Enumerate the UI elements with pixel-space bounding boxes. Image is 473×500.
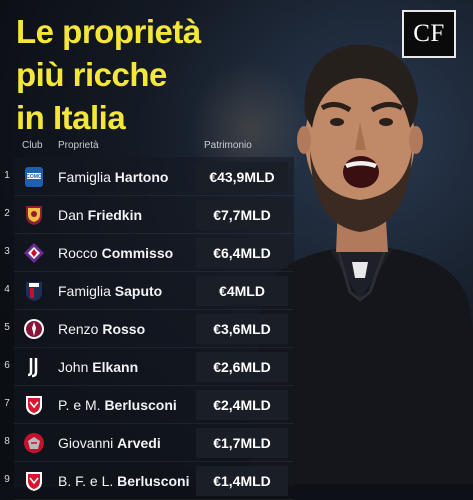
title-line-3: in Italia — [16, 99, 126, 136]
owner-name: Dan Friedkin — [58, 207, 142, 223]
wealth-value: €1,4MLD — [196, 466, 288, 496]
header-owner: Proprietà — [58, 140, 99, 151]
page-title: Le proprietà più ricche in Italia — [16, 10, 201, 139]
rank-number: 7 — [4, 398, 10, 409]
como-badge-icon: COMO — [25, 167, 43, 187]
owner-name: Famiglia Saputo — [58, 283, 162, 299]
bologna-badge-icon — [26, 282, 42, 301]
owner-name: P. e M. Berlusconi — [58, 397, 177, 413]
owner-last-name: Hartono — [114, 169, 169, 185]
owner-last-name: Friedkin — [87, 207, 143, 223]
owner-last-name: Berlusconi — [117, 473, 190, 489]
wealth-value: €2,6MLD — [196, 352, 288, 382]
owner-last-name: Berlusconi — [104, 397, 177, 413]
rank-number: 9 — [4, 474, 10, 485]
owner-first-name: Renzo — [58, 321, 99, 337]
table-row: 3 Rocco Commisso €6,4MLD — [0, 234, 300, 272]
rank-number: 4 — [4, 284, 10, 295]
owner-first-name: Dan — [58, 207, 84, 223]
wealth-value: €1,7MLD — [196, 428, 288, 458]
title-line-2: più ricche — [16, 56, 167, 93]
table-row: 5 Renzo Rosso €3,6MLD — [0, 310, 300, 348]
table-row: 2 Dan Friedkin €7,7MLD — [0, 196, 300, 234]
owner-name: Famiglia Hartono — [58, 169, 168, 185]
wealth-value: €6,4MLD — [196, 238, 288, 268]
row-divider — [14, 233, 294, 234]
owner-name: Renzo Rosso — [58, 321, 145, 337]
wealth-value: €4MLD — [196, 276, 288, 306]
rank-number: 1 — [4, 170, 10, 181]
monza-badge-icon — [26, 396, 42, 415]
wealth-value: €7,7MLD — [196, 200, 288, 230]
wealth-value: €3,6MLD — [196, 314, 288, 344]
owner-first-name: Giovanni — [58, 435, 114, 451]
table-row: 7 P. e M. Berlusconi €2,4MLD — [0, 386, 300, 424]
row-divider — [14, 309, 294, 310]
owner-first-name: P. e M. — [58, 397, 101, 413]
row-divider — [14, 271, 294, 272]
owner-first-name: B. F. e L. — [58, 473, 114, 489]
owner-name: John Elkann — [58, 359, 138, 375]
owner-first-name: Famiglia — [58, 283, 111, 299]
table-row: 4 Famiglia Saputo €4MLD — [0, 272, 300, 310]
torino-badge-icon — [24, 319, 44, 339]
owner-first-name: John — [58, 359, 89, 375]
title-line-1: Le proprietà — [16, 13, 201, 50]
table-row: 6 John Elkann €2,6MLD — [0, 348, 300, 386]
row-divider — [14, 385, 294, 386]
rank-number: 3 — [4, 246, 10, 257]
rank-number: 6 — [4, 360, 10, 371]
table-row: 8 Giovanni Arvedi €1,7MLD — [0, 424, 300, 462]
owner-last-name: Arvedi — [117, 435, 161, 451]
row-divider — [14, 195, 294, 196]
rank-number: 2 — [4, 208, 10, 219]
coach-photo — [297, 44, 423, 302]
row-divider — [14, 461, 294, 462]
rank-number: 8 — [4, 436, 10, 447]
header-wealth: Patrimonio — [204, 140, 252, 151]
wealth-value: €2,4MLD — [196, 390, 288, 420]
owner-last-name: Saputo — [114, 283, 163, 299]
row-divider — [14, 347, 294, 348]
owner-last-name: Elkann — [92, 359, 139, 375]
fiorentina-badge-icon — [24, 243, 44, 263]
owner-last-name: Commisso — [101, 245, 174, 261]
table-row: 1 COMO Famiglia Hartono €43,9MLD — [0, 158, 300, 196]
cremonese-badge-icon — [24, 433, 44, 453]
owner-last-name: Rosso — [102, 321, 146, 337]
juventus-badge-icon — [27, 358, 38, 378]
owner-name: B. F. e L. Berlusconi — [58, 473, 190, 489]
roma-badge-icon — [26, 206, 42, 225]
owner-name: Giovanni Arvedi — [58, 435, 161, 451]
header-club: Club — [22, 140, 43, 151]
owner-first-name: Rocco — [58, 245, 98, 261]
cf-logo: CF — [402, 10, 456, 58]
owner-name: Rocco Commisso — [58, 245, 173, 261]
rank-number: 5 — [4, 322, 10, 333]
svg-text:COMO: COMO — [26, 174, 42, 180]
table-row: 9 B. F. e L. Berlusconi €1,4MLD — [0, 462, 300, 500]
owner-first-name: Famiglia — [58, 169, 111, 185]
row-divider — [14, 423, 294, 424]
wealth-value: €43,9MLD — [196, 162, 288, 192]
monza-badge-icon — [26, 472, 42, 491]
